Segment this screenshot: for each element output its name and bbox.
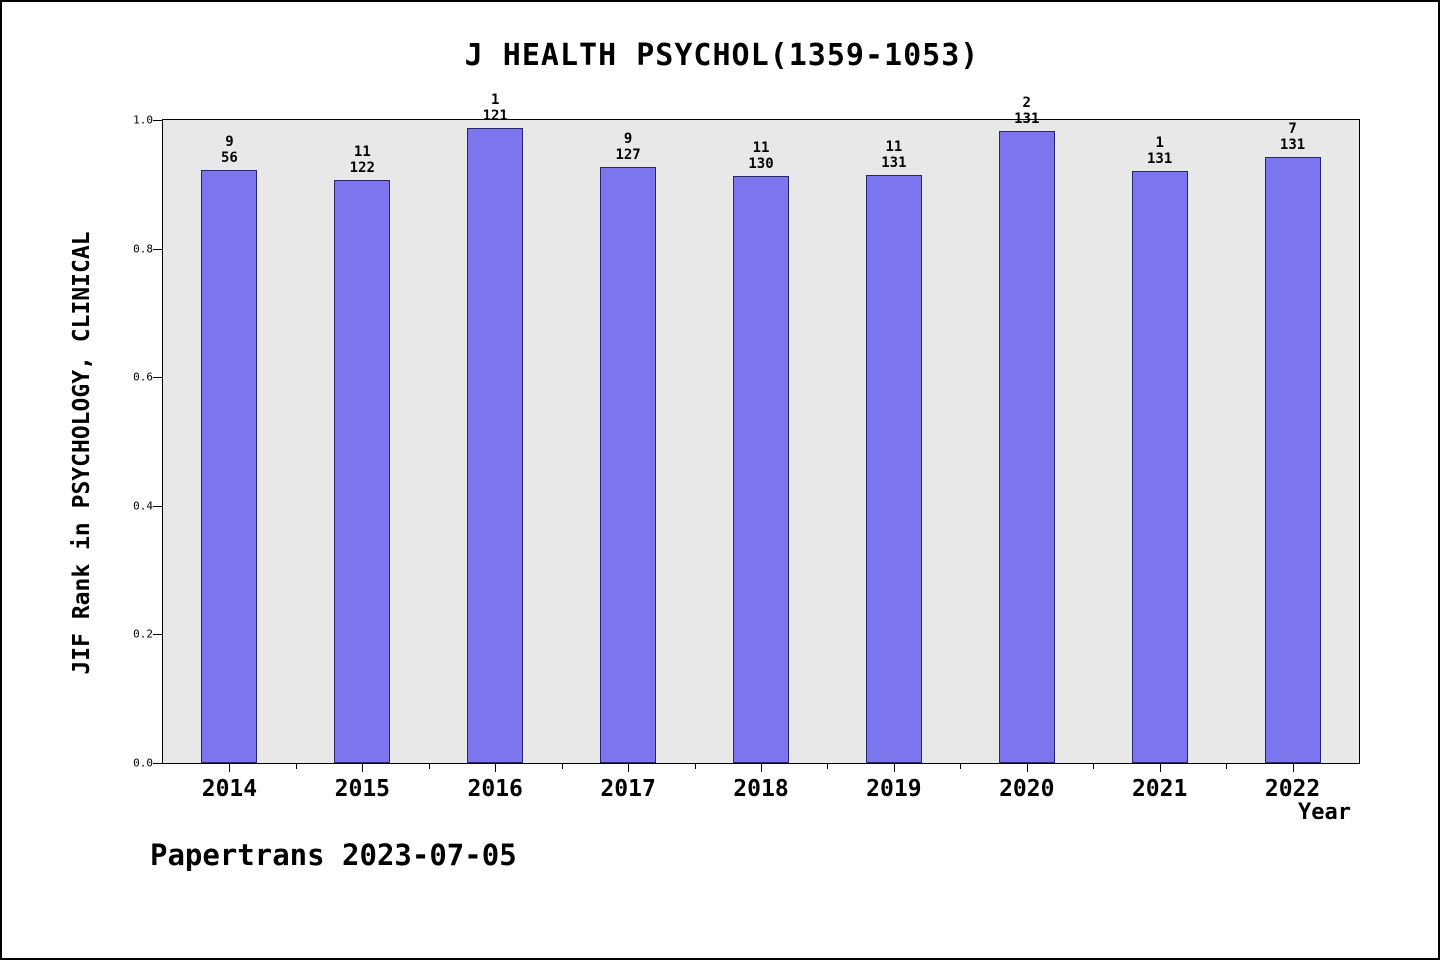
bar-rank-value: 11 (353, 144, 371, 161)
footer-text: Papertrans 2023-07-05 (150, 838, 517, 872)
x-minor-tick-mark (428, 764, 430, 769)
bar-value-label: 2 131 (982, 95, 1072, 127)
bar-total-value: 131 (1279, 136, 1306, 153)
x-minor-tick-mark (295, 764, 297, 769)
y-axis-label: JIF Rank in PSYCHOLOGY, CLINICAL (69, 231, 95, 675)
bar-value-label: 11 131 (849, 139, 939, 171)
x-tick-label: 2015 (334, 776, 391, 802)
bar-total-value: 56 (221, 150, 238, 167)
bar (998, 130, 1055, 763)
bar-value-label: 1 131 (1115, 135, 1205, 167)
bar-total-value: 131 (1147, 150, 1173, 167)
x-tick-mark (1159, 764, 1161, 772)
x-tick-mark (362, 764, 364, 772)
bar (600, 166, 657, 763)
x-tick-mark (761, 764, 762, 772)
bar (201, 170, 258, 763)
bar-value-label: 9 127 (583, 131, 673, 163)
bar-value-label: 11 122 (317, 144, 407, 176)
bar-value-label: 1 121 (450, 92, 540, 124)
x-tick-mark (229, 764, 231, 772)
bar-value-label: 11 130 (716, 140, 806, 172)
bar-rank-value: 1 (1155, 134, 1164, 151)
y-tick-label: 0.8 (133, 242, 153, 256)
x-tick-mark (1026, 764, 1028, 772)
bar-value-label: 7 131 (1248, 121, 1338, 153)
bar-total-value: 131 (881, 155, 907, 172)
bar (865, 175, 922, 763)
y-tick-label: 0.2 (133, 627, 153, 641)
x-axis-label: Year (1298, 800, 1351, 825)
y-tick-mark (153, 248, 163, 250)
bar (334, 180, 391, 763)
x-tick-label: 2016 (467, 776, 523, 802)
bar-total-value: 130 (748, 155, 774, 172)
bar-value-label: 9 56 (184, 134, 274, 166)
y-tick-label: 0.4 (133, 499, 153, 513)
x-minor-tick-mark (827, 764, 829, 769)
bar-total-value: 131 (1014, 110, 1040, 127)
x-minor-tick-mark (694, 764, 696, 769)
y-tick-mark (153, 120, 163, 121)
x-tick-label: 2021 (1131, 776, 1188, 802)
bar-rank-value: 9 (623, 130, 633, 147)
bar (1131, 170, 1188, 763)
bar-total-value: 122 (349, 160, 375, 177)
x-tick-label: 2014 (201, 776, 258, 802)
y-tick-label: 1.0 (133, 113, 153, 127)
bar (1264, 156, 1321, 763)
x-tick-label: 2018 (733, 776, 789, 802)
x-minor-tick-mark (1093, 764, 1095, 769)
y-tick-label: 0.0 (133, 756, 153, 770)
x-minor-tick-mark (960, 764, 962, 769)
x-tick-mark (893, 764, 895, 772)
bar-rank-value: 1 (491, 91, 500, 108)
y-tick-mark (153, 634, 163, 636)
bar (467, 127, 524, 763)
bar-rank-value: 11 (885, 139, 903, 156)
bar-rank-value: 11 (752, 139, 770, 156)
x-tick-label: 2020 (999, 776, 1055, 802)
bar-total-value: 121 (482, 107, 508, 124)
x-tick-label: 2019 (866, 776, 922, 802)
y-tick-mark (153, 505, 163, 507)
x-tick-mark (495, 764, 497, 772)
x-tick-mark (1292, 764, 1294, 772)
chart-title: J HEALTH PSYCHOL(1359-1053) (464, 38, 980, 73)
y-tick-label: 0.6 (133, 370, 153, 384)
x-minor-tick-mark (1226, 764, 1228, 769)
bar-rank-value: 2 (1022, 94, 1031, 111)
x-tick-label: 2017 (600, 776, 656, 802)
bar-rank-value: 9 (225, 134, 234, 151)
y-tick-mark (153, 377, 163, 379)
bar-rank-value: 7 (1288, 120, 1297, 137)
bar-total-value: 127 (615, 146, 641, 163)
y-tick-mark (153, 763, 163, 764)
x-tick-label: 2022 (1264, 776, 1321, 802)
x-tick-mark (628, 764, 630, 772)
plot-area: 0.0 0.2 0.4 0.6 0.8 1.0 2014 2015 2016 2017 2018 2… (133, 92, 1360, 802)
bar (733, 175, 789, 763)
x-minor-tick-mark (561, 764, 563, 769)
